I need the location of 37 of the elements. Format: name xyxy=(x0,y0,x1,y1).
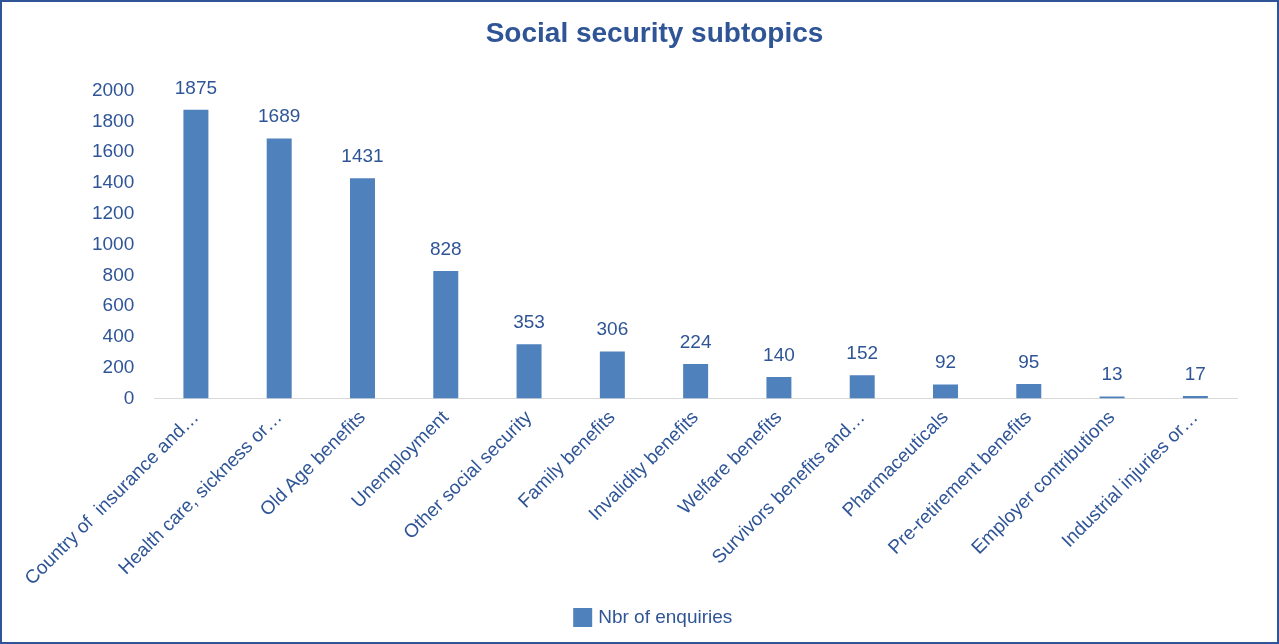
y-tick-label: 1400 xyxy=(91,171,135,193)
bar xyxy=(1016,383,1042,399)
y-tick-label: 800 xyxy=(102,263,135,285)
legend-label: Nbr of enquiries xyxy=(598,605,733,627)
bar xyxy=(683,364,709,399)
bar xyxy=(349,178,375,399)
bar xyxy=(516,344,542,399)
data-label: 224 xyxy=(679,330,712,352)
bar xyxy=(766,377,792,399)
bar xyxy=(599,351,625,399)
y-tick-label: 1600 xyxy=(91,140,135,162)
data-label: 140 xyxy=(763,343,795,365)
data-label: 353 xyxy=(513,310,545,332)
data-label: 92 xyxy=(934,351,957,373)
data-label: 828 xyxy=(429,237,462,259)
bar xyxy=(266,138,292,399)
data-label: 13 xyxy=(1101,363,1123,385)
y-tick-label: 1800 xyxy=(91,109,135,131)
bar xyxy=(849,375,875,399)
y-tick-label: 600 xyxy=(102,294,135,316)
bar xyxy=(183,109,209,399)
data-label: 1875 xyxy=(174,76,218,98)
y-tick-label: 200 xyxy=(102,356,135,378)
data-label: 306 xyxy=(596,318,629,340)
bar xyxy=(933,384,958,399)
data-label: 95 xyxy=(1018,350,1040,372)
y-tick-label: 0 xyxy=(123,386,135,408)
chart-title: Social security subtopics xyxy=(485,16,824,48)
data-label: 1431 xyxy=(341,144,384,166)
y-tick-label: 1200 xyxy=(91,202,135,224)
data-label: 152 xyxy=(846,341,879,363)
bar xyxy=(433,271,459,399)
y-tick-label: 400 xyxy=(102,325,135,347)
y-tick-label: 1000 xyxy=(91,232,135,254)
data-label: 1689 xyxy=(258,105,301,127)
y-tick-label: 2000 xyxy=(91,78,135,100)
data-label: 17 xyxy=(1184,362,1206,384)
